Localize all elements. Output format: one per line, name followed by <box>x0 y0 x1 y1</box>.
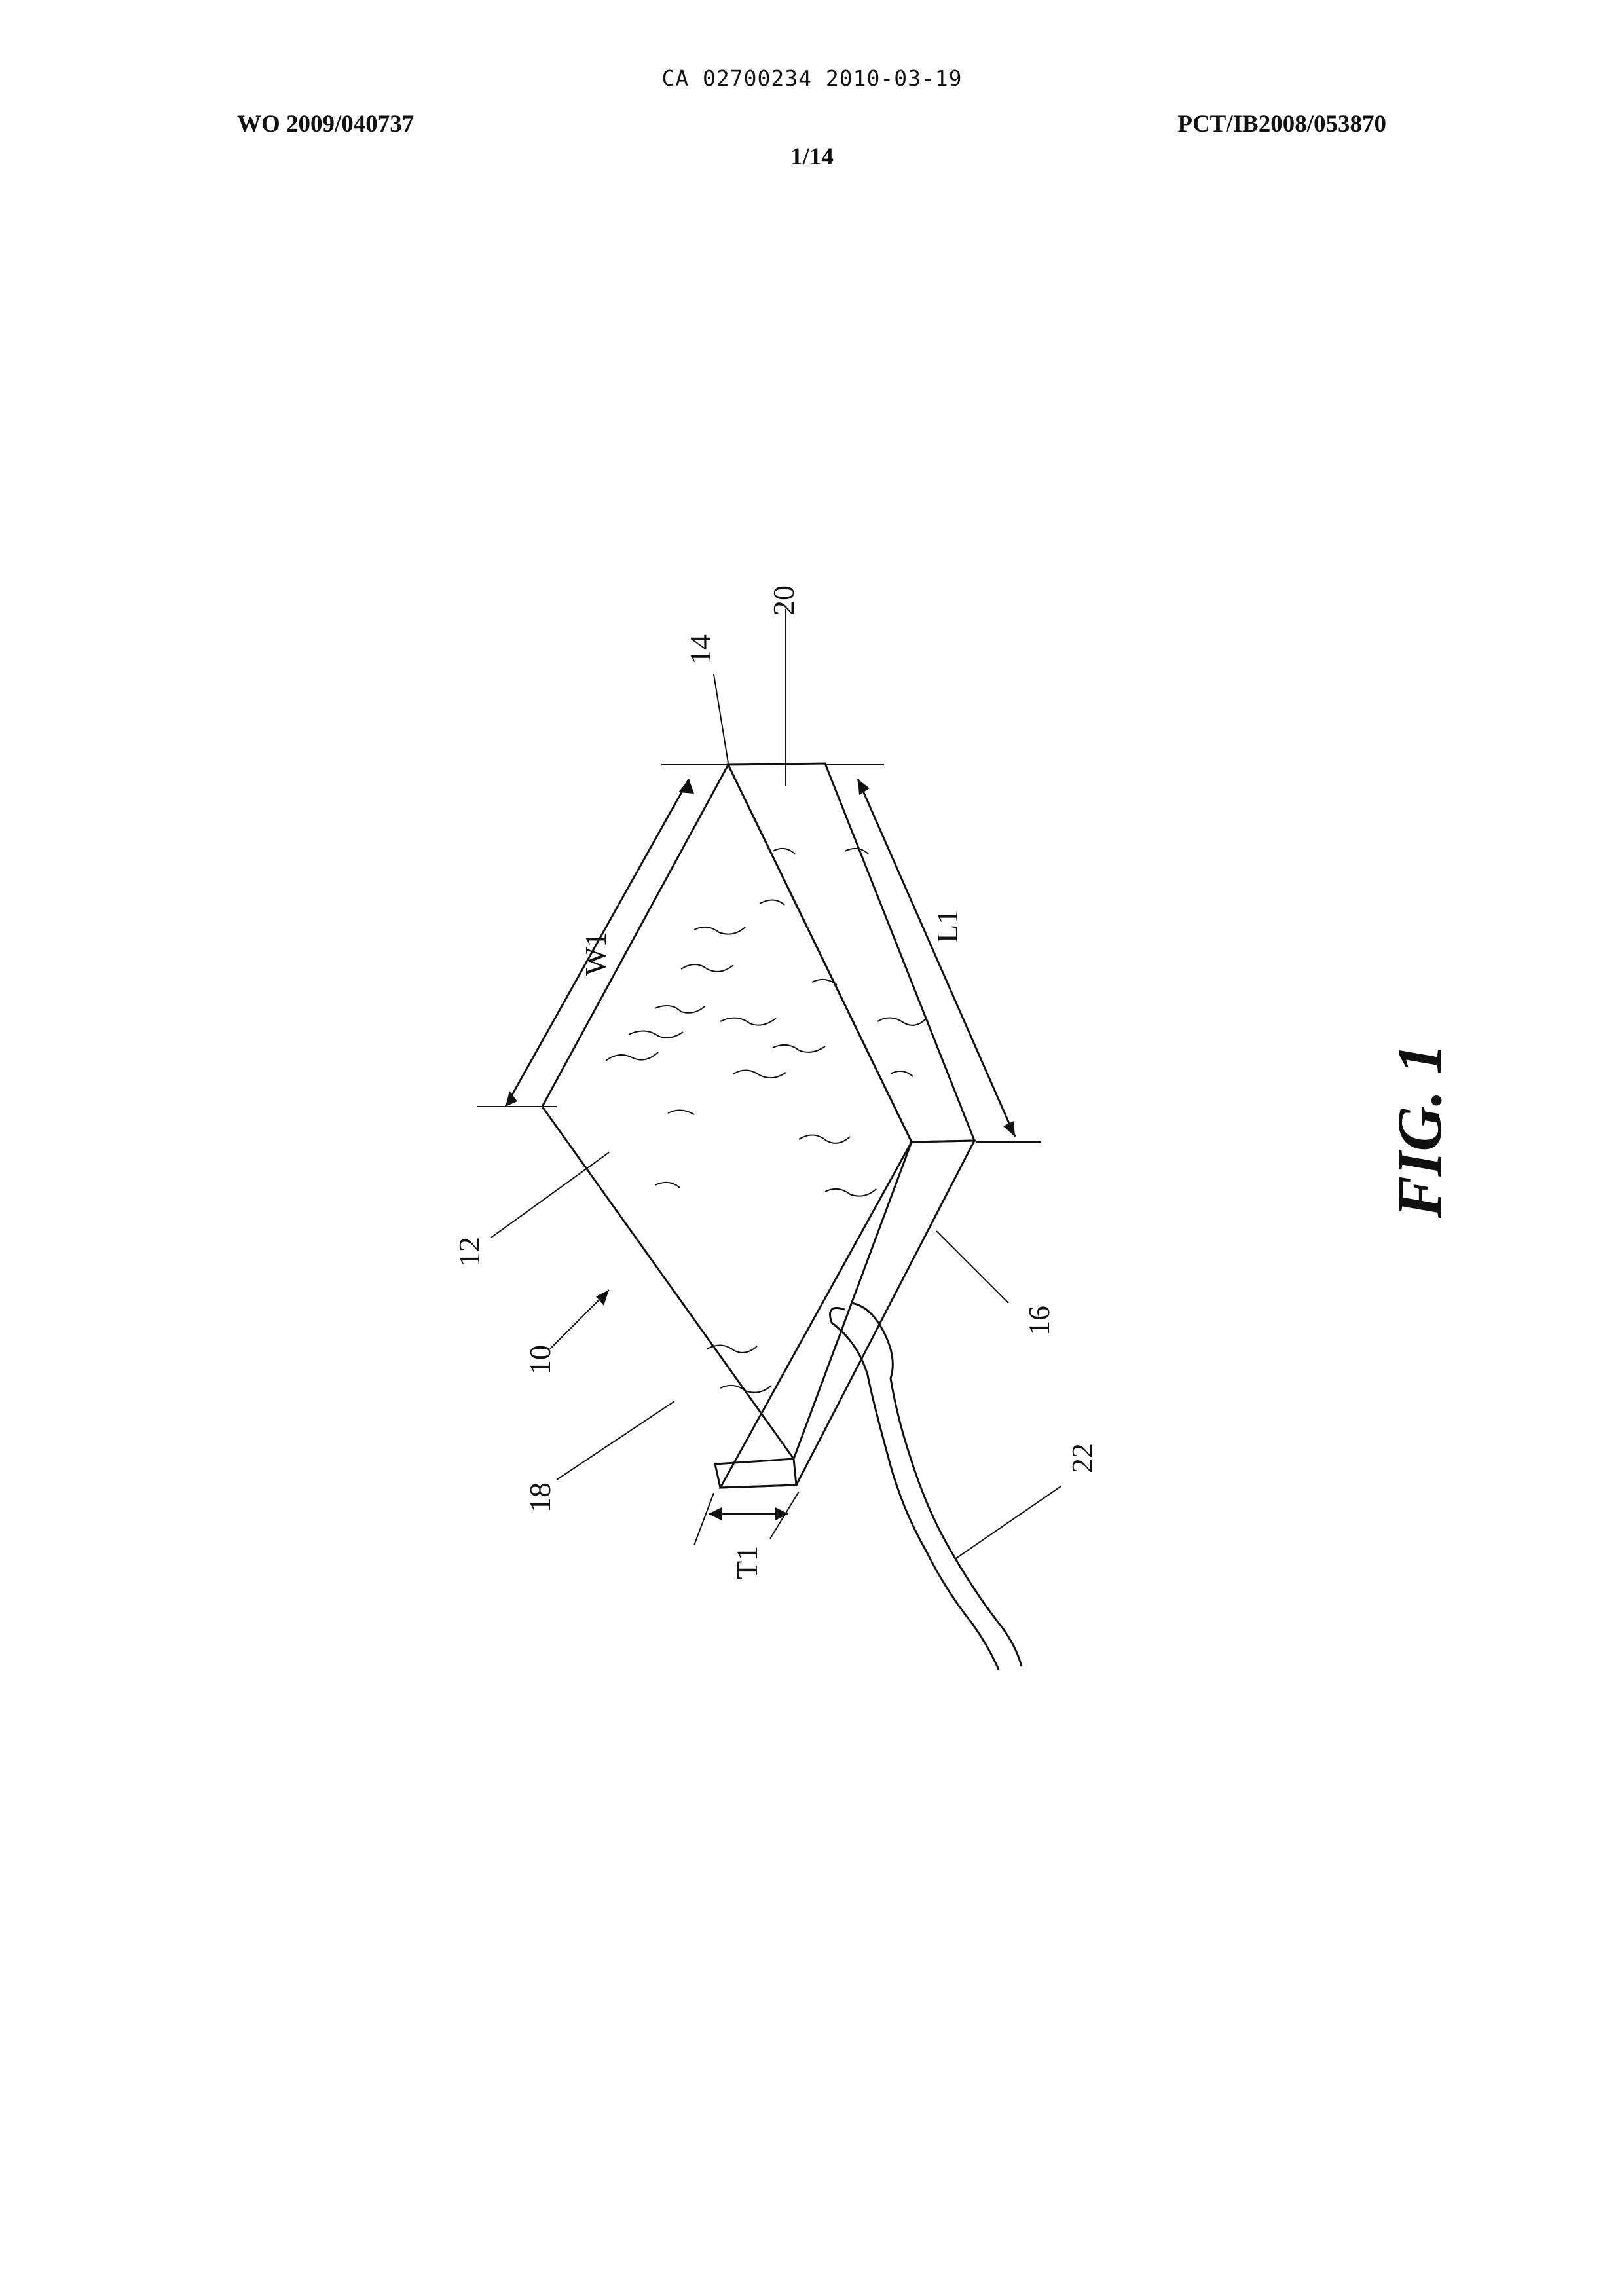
leader-16 <box>936 1231 1008 1303</box>
dimension-t1 <box>694 1492 799 1545</box>
ref-18: 18 <box>523 1482 557 1513</box>
figure-caption: FIG. 1 <box>1384 1043 1454 1219</box>
fiber-texture <box>606 849 926 1393</box>
ref-16: 16 <box>1022 1306 1056 1336</box>
pad-body <box>542 763 1022 1670</box>
label-t1: T1 <box>730 1546 764 1579</box>
ref-10: 10 <box>523 1345 557 1375</box>
leader-12 <box>491 1152 609 1238</box>
ref-14: 14 <box>684 634 717 665</box>
arrow-10 <box>596 1290 609 1306</box>
label-l1: L1 <box>931 909 964 943</box>
dimension-l1 <box>826 765 1041 1142</box>
ref-22: 22 <box>1065 1443 1099 1473</box>
withdrawal-string <box>830 1308 999 1670</box>
leader-22 <box>956 1486 1061 1558</box>
withdrawal-string-twist <box>851 1303 1022 1666</box>
label-w1: W1 <box>579 932 612 976</box>
leader-18 <box>557 1401 674 1480</box>
pad-side-face-right <box>728 763 974 1142</box>
ref-12: 12 <box>452 1237 486 1267</box>
pad-top-face <box>542 765 912 1459</box>
leader-14 <box>714 674 728 763</box>
ref-20: 20 <box>767 585 800 615</box>
